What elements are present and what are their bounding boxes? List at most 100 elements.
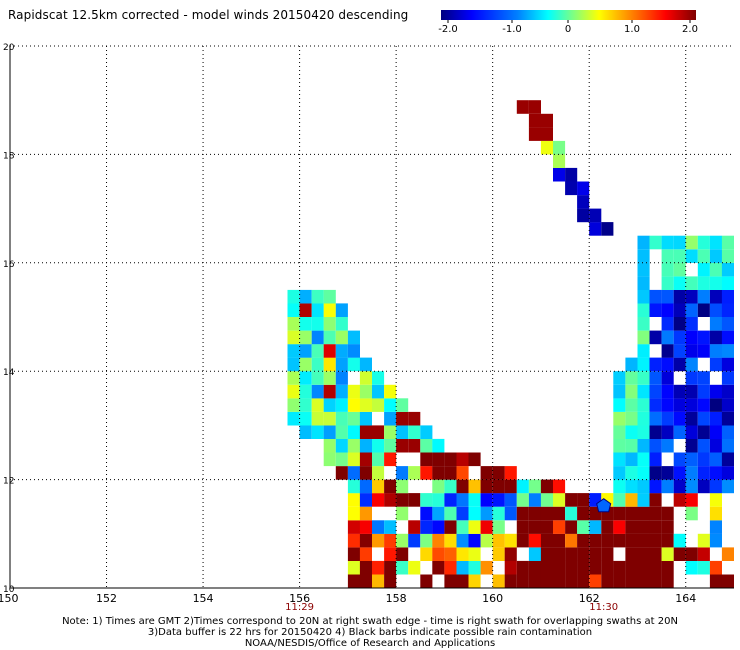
data-cell (661, 479, 674, 494)
data-cell (432, 479, 445, 494)
data-cell (661, 289, 674, 304)
data-cell (396, 479, 409, 494)
data-cell (408, 493, 421, 507)
data-cell (468, 520, 481, 534)
data-cell (384, 438, 397, 453)
data-cell (613, 479, 626, 494)
data-cell (565, 167, 578, 182)
data-cell (540, 574, 553, 589)
data-cell (540, 560, 553, 575)
data-cell (709, 506, 722, 521)
data-cell (661, 547, 674, 561)
x-tick-label: 158 (386, 592, 407, 605)
y-tick-label: 12 (3, 477, 14, 487)
data-cell (480, 493, 493, 507)
data-cell (444, 493, 457, 507)
data-cell (673, 303, 686, 317)
data-cell (637, 547, 650, 561)
data-cell (347, 398, 360, 412)
data-cell (709, 262, 722, 277)
data-cell (649, 520, 662, 534)
data-cell (577, 208, 590, 223)
data-cell (601, 574, 614, 589)
colorbar-tick-label: 0 (565, 24, 571, 35)
data-cell (528, 533, 541, 548)
data-cell (287, 330, 300, 345)
data-cell (625, 357, 638, 372)
data-cell (492, 506, 505, 521)
data-cell (528, 560, 541, 575)
data-cell (685, 235, 698, 250)
data-cell (408, 520, 421, 534)
data-cell (335, 438, 348, 453)
data-cell (540, 113, 553, 128)
data-cell (673, 317, 686, 331)
data-cell (565, 547, 578, 561)
data-cell (685, 479, 698, 494)
rain-barb-icon (596, 498, 612, 513)
data-cell (613, 533, 626, 548)
data-cell (697, 235, 710, 250)
data-cell (649, 574, 662, 589)
data-cell (697, 303, 710, 317)
data-cell (637, 357, 650, 372)
x-tick-label: 160 (482, 592, 503, 605)
data-cell (565, 533, 578, 548)
data-cell (649, 547, 662, 561)
data-cell (384, 398, 397, 412)
data-cell (637, 560, 650, 575)
data-cell (299, 398, 312, 412)
data-cell (311, 357, 324, 372)
data-cell (492, 574, 505, 589)
data-cell (577, 533, 590, 548)
data-cell (335, 466, 348, 480)
data-cell (528, 520, 541, 534)
data-cell (323, 411, 336, 426)
data-cell (721, 317, 734, 331)
data-cell (311, 411, 324, 426)
data-cell (685, 506, 698, 521)
data-cell (504, 493, 517, 507)
data-cell (661, 384, 674, 399)
data-cell (359, 452, 372, 467)
y-tick-label: 10 (3, 585, 15, 595)
data-cell (311, 289, 324, 304)
data-cell (420, 425, 433, 439)
data-cell (673, 276, 686, 290)
data-cell (565, 560, 578, 575)
data-cell (709, 235, 722, 250)
data-cell (432, 560, 445, 575)
data-cell (311, 384, 324, 399)
data-cell (637, 330, 650, 345)
data-cell (625, 560, 638, 575)
data-cell (456, 533, 469, 548)
data-cell (613, 574, 626, 589)
data-cell (287, 357, 300, 372)
data-cell (516, 493, 529, 507)
data-cell (299, 289, 312, 304)
data-cell (697, 425, 710, 439)
data-cell (625, 411, 638, 426)
data-cell (335, 425, 348, 439)
data-cell (347, 520, 360, 534)
data-cell (661, 249, 674, 263)
data-cell (637, 506, 650, 521)
data-cell (637, 520, 650, 534)
data-cell (372, 466, 385, 480)
data-cell (323, 289, 336, 304)
data-cell (384, 574, 397, 589)
data-cell (685, 425, 698, 439)
data-cell (613, 384, 626, 399)
data-cell (347, 466, 360, 480)
data-cell (709, 317, 722, 331)
data-cell (673, 533, 686, 548)
data-cell (540, 479, 553, 494)
colorbar-tick-label: 2.0 (682, 24, 698, 35)
data-cell (311, 371, 324, 385)
data-cell (721, 276, 734, 290)
data-cell (384, 425, 397, 439)
data-cell (685, 357, 698, 372)
data-cell (673, 289, 686, 304)
data-cell (613, 398, 626, 412)
data-cell (359, 506, 372, 521)
